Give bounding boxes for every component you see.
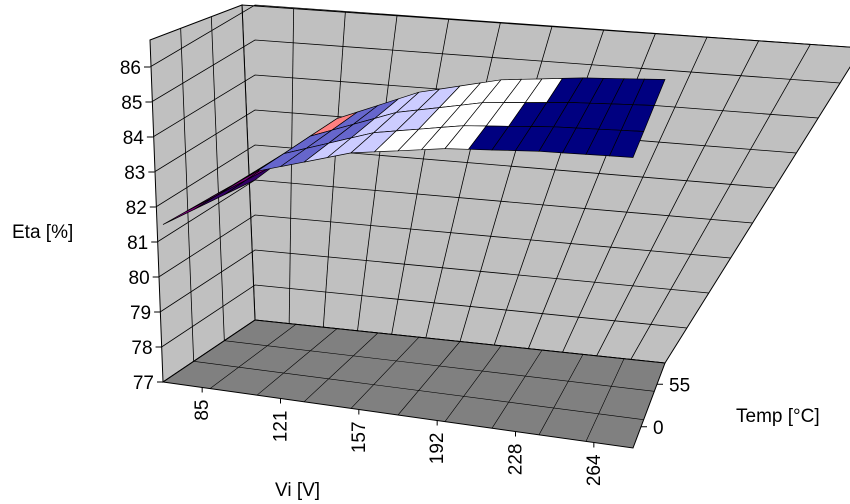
floor-gridline	[303, 332, 379, 403]
x-tick-label: 228	[506, 444, 527, 476]
x-tick-label: 264	[584, 454, 605, 486]
chart-axes: 77 78 79 80 81 82 83 84 85 86 85 121 157 192 228 264 0 55	[120, 58, 690, 486]
side-wall-vertical-gridline	[180, 28, 195, 362]
x-axis-title: Vi [V]	[275, 480, 320, 501]
y-tick-label: 55	[669, 375, 690, 396]
floor-gridline	[209, 324, 297, 389]
back-wall-vertical-gridline	[630, 44, 811, 360]
x-tick-label: 121	[271, 411, 292, 443]
x-tick-label: 192	[427, 433, 448, 465]
y-axis-title: Temp [°C]	[736, 406, 820, 427]
z-axis-title: Eta [%]	[12, 222, 73, 243]
side-wall-vertical-gridline	[210, 16, 225, 341]
floor-gridline	[585, 358, 625, 442]
back-wall-vertical-gridline	[391, 19, 450, 335]
wall-gridline	[161, 284, 687, 348]
chart-walls	[149, 4, 850, 449]
z-tick-label: 80	[129, 268, 150, 289]
back-wall-vertical-gridline	[562, 37, 708, 353]
back-wall-vertical-gridline	[322, 12, 346, 328]
y-tick-label: 0	[653, 418, 664, 439]
floor-gridline	[491, 349, 543, 429]
x-tick-label: 157	[349, 421, 370, 453]
back-wall-vertical-gridline	[288, 8, 295, 324]
floor-gridline	[256, 328, 338, 396]
z-tick-label: 77	[133, 373, 154, 394]
floor-gridline	[350, 336, 420, 409]
back-wall-vertical-gridline	[425, 22, 501, 339]
floor-gridline	[444, 345, 502, 422]
x-tick-label: 85	[192, 400, 213, 421]
floor-gridline	[193, 361, 644, 420]
side-wall	[149, 4, 256, 383]
z-tick-label: 83	[124, 163, 145, 184]
wall-gridline	[155, 144, 775, 208]
floor-gridline	[397, 341, 461, 416]
floor-gridline	[538, 354, 584, 435]
back-wall-vertical-gridline	[596, 40, 760, 357]
surface-plot	[162, 77, 666, 225]
wall-gridline	[159, 249, 709, 313]
z-tick-label: 81	[127, 233, 148, 254]
wall-gridline	[158, 214, 731, 278]
back-wall-vertical-gridline	[357, 15, 398, 331]
wall-gridline	[149, 4, 850, 68]
wall-gridline	[151, 39, 841, 103]
z-tick-label: 79	[130, 303, 151, 324]
z-tick-label: 84	[123, 128, 145, 149]
z-tick-label: 82	[126, 198, 147, 219]
floor-gridline	[224, 340, 655, 392]
surface-patch	[608, 129, 645, 158]
z-tick-label: 85	[121, 93, 142, 114]
z-tick-label: 86	[120, 58, 141, 79]
z-tick-label: 78	[131, 338, 152, 359]
